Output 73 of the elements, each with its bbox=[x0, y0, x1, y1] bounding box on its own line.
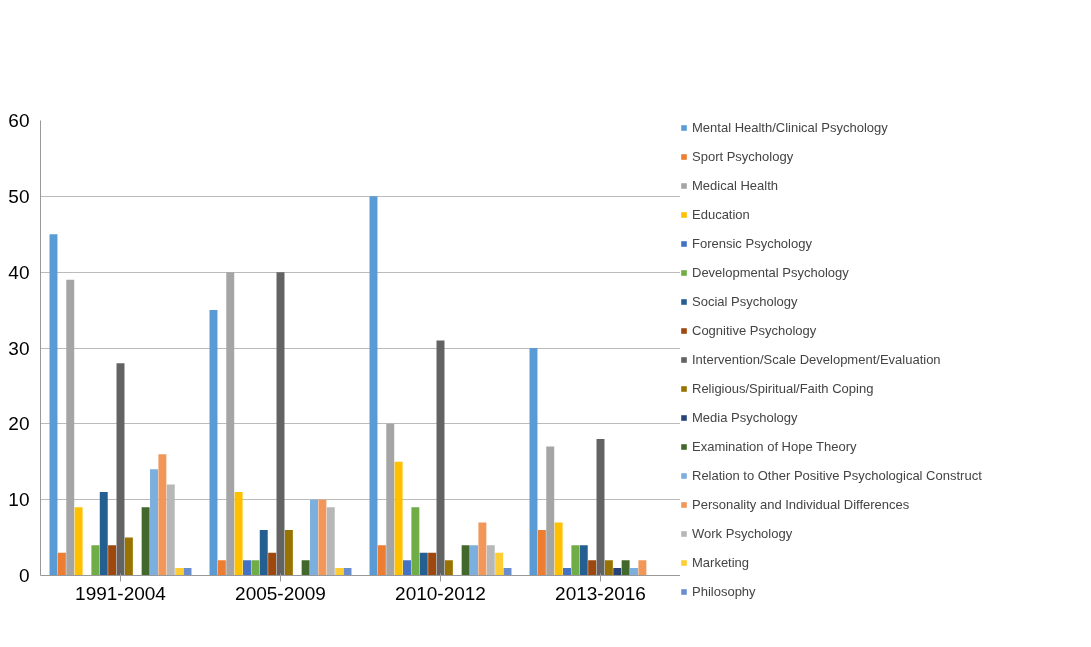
bar bbox=[428, 552, 437, 576]
legend-label: Marketing bbox=[692, 555, 750, 570]
y-tick-label: 40 bbox=[8, 261, 30, 283]
legend-label: Forensic Psychology bbox=[692, 236, 812, 251]
bar bbox=[124, 537, 133, 576]
legend-label: Medical Health bbox=[692, 178, 778, 193]
bar bbox=[318, 499, 327, 576]
bar bbox=[478, 522, 487, 576]
bar bbox=[217, 560, 226, 576]
bar bbox=[268, 552, 277, 576]
bar bbox=[57, 552, 66, 576]
bar bbox=[470, 545, 478, 576]
legend-label: Cognitive Psychology bbox=[692, 323, 817, 338]
bar bbox=[394, 461, 403, 576]
legend-label: Education bbox=[692, 207, 750, 222]
bar bbox=[621, 560, 630, 576]
y-tick-label: 30 bbox=[8, 337, 30, 359]
bar bbox=[411, 507, 420, 576]
bar bbox=[537, 530, 546, 576]
bar bbox=[579, 545, 588, 576]
bar bbox=[158, 454, 167, 576]
legend-label: Intervention/Scale Development/Evaluation bbox=[692, 352, 941, 367]
y-tick-label: 20 bbox=[8, 413, 30, 435]
bar bbox=[335, 567, 344, 576]
bar bbox=[284, 530, 293, 576]
x-tick-label: 2005-2009 bbox=[235, 582, 326, 604]
legend-label: Personality and Individual Differences bbox=[692, 497, 910, 512]
bar bbox=[588, 560, 597, 576]
x-tick-label: 1991-2004 bbox=[75, 582, 167, 604]
bar bbox=[444, 560, 453, 576]
y-tick-label: 0 bbox=[18, 565, 30, 586]
bar bbox=[108, 545, 117, 576]
bar bbox=[326, 507, 335, 576]
bar bbox=[175, 567, 184, 576]
x-tick-label: 2013-2016 bbox=[555, 582, 646, 604]
bar bbox=[377, 545, 386, 576]
bar bbox=[495, 552, 504, 576]
legend-label: Media Psychology bbox=[692, 410, 798, 425]
legend-label: Examination of Hope Theory bbox=[692, 439, 857, 454]
bar bbox=[99, 492, 108, 576]
legend-label: Philosophy bbox=[692, 584, 756, 599]
x-tick-label: 2010-2012 bbox=[395, 582, 486, 604]
bar bbox=[630, 567, 638, 576]
bar bbox=[554, 522, 563, 576]
bar bbox=[604, 560, 613, 576]
legend-label: Religious/Spiritual/Faith Coping bbox=[692, 381, 874, 396]
bar bbox=[310, 499, 318, 576]
bar bbox=[91, 545, 100, 576]
bar bbox=[486, 545, 495, 576]
bar bbox=[259, 530, 268, 576]
bar bbox=[563, 567, 571, 576]
legend-label: Mental Health/Clinical Psychology bbox=[692, 120, 888, 135]
bar bbox=[150, 469, 158, 576]
bar bbox=[461, 545, 470, 576]
bar bbox=[613, 567, 622, 576]
legend-label: Relation to Other Positive Psychological Construct bbox=[692, 468, 982, 483]
legend-label: Sport Psychology bbox=[692, 149, 794, 164]
bar bbox=[141, 507, 150, 576]
y-tick-label: 50 bbox=[8, 185, 30, 207]
bar bbox=[251, 560, 260, 576]
bar bbox=[234, 492, 243, 576]
y-tick-label: 10 bbox=[8, 489, 30, 511]
bar bbox=[301, 560, 310, 576]
legend-label: Social Psychology bbox=[692, 294, 798, 309]
bar bbox=[571, 545, 580, 576]
legend-label: Developmental Psychology bbox=[692, 265, 849, 280]
bar bbox=[638, 560, 647, 576]
legend-label: Work Psychology bbox=[692, 526, 793, 541]
bar bbox=[403, 560, 411, 576]
bar bbox=[243, 560, 251, 576]
bar bbox=[74, 507, 83, 576]
bar bbox=[419, 552, 428, 576]
y-tick-label: 60 bbox=[8, 110, 30, 131]
